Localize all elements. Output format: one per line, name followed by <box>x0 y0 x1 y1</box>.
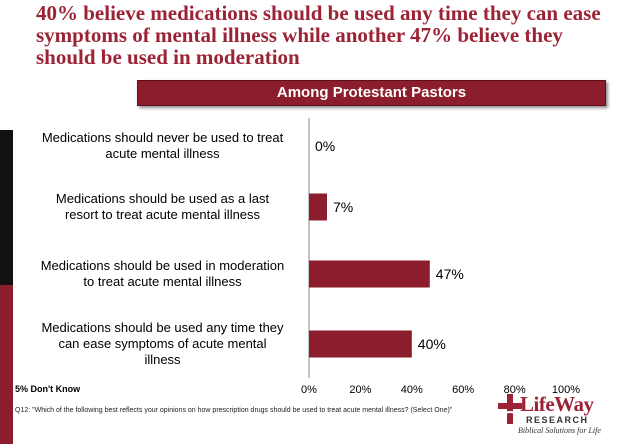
logo-tagline: Biblical Solutions for Life <box>518 426 601 435</box>
category-label-line: Medications should be used as a last <box>55 191 270 206</box>
x-tick-label-5: 100% <box>552 384 580 396</box>
category-label-3: Medications should be used any time they… <box>20 320 305 368</box>
value-label-2: 47% <box>436 266 464 282</box>
x-tick-label-1: 20% <box>349 384 371 396</box>
value-label-0: 0% <box>315 138 335 154</box>
x-tick-label-0: 0% <box>301 384 317 396</box>
left-accent-black <box>0 130 13 285</box>
category-label-line: illness <box>144 352 181 367</box>
page-title: 40% believe medications should be used a… <box>36 1 601 69</box>
subgroup-banner-label: Among Protestant Pastors <box>276 84 467 101</box>
dont-know-note: 5% Don't Know <box>15 384 81 394</box>
category-label-line: acute mental illness <box>105 146 220 161</box>
cross-logo-icon <box>498 394 522 424</box>
value-label-3: 40% <box>418 336 446 352</box>
category-label-0: Medications should never be used to trea… <box>20 130 305 162</box>
logo-sub: RESEARCH <box>526 415 589 425</box>
bar-2 <box>309 260 430 288</box>
lifeway-logo: LifeWay RESEARCH Biblical Solutions for … <box>480 392 620 442</box>
left-accent-red <box>0 285 13 444</box>
category-label-line: Medications should never be used to trea… <box>41 130 284 145</box>
value-label-1: 7% <box>333 199 353 215</box>
category-label-line: Medications should be used in moderation <box>40 258 285 273</box>
category-label-line: can ease symptoms of acute mental <box>58 336 267 351</box>
category-label-2: Medications should be used in moderation… <box>20 258 305 290</box>
category-label-line: to treat acute mental illness <box>83 274 242 289</box>
left-accent-white <box>0 0 13 130</box>
category-label-line: Medications should be used any time they <box>41 320 284 335</box>
x-tick-label-4: 80% <box>504 384 526 396</box>
question-footnote: Q12: "Which of the following best reflec… <box>15 407 453 414</box>
x-tick-label-2: 40% <box>401 384 423 396</box>
category-label-line: resort to treat acute mental illness <box>64 207 261 222</box>
bar-1 <box>309 193 327 221</box>
x-tick-label-3: 60% <box>452 384 474 396</box>
category-label-1: Medications should be used as a last reso… <box>20 191 305 223</box>
subgroup-banner: Among Protestant Pastors <box>137 80 606 106</box>
logo-name: LifeWay <box>520 392 594 416</box>
bar-3 <box>309 330 412 358</box>
